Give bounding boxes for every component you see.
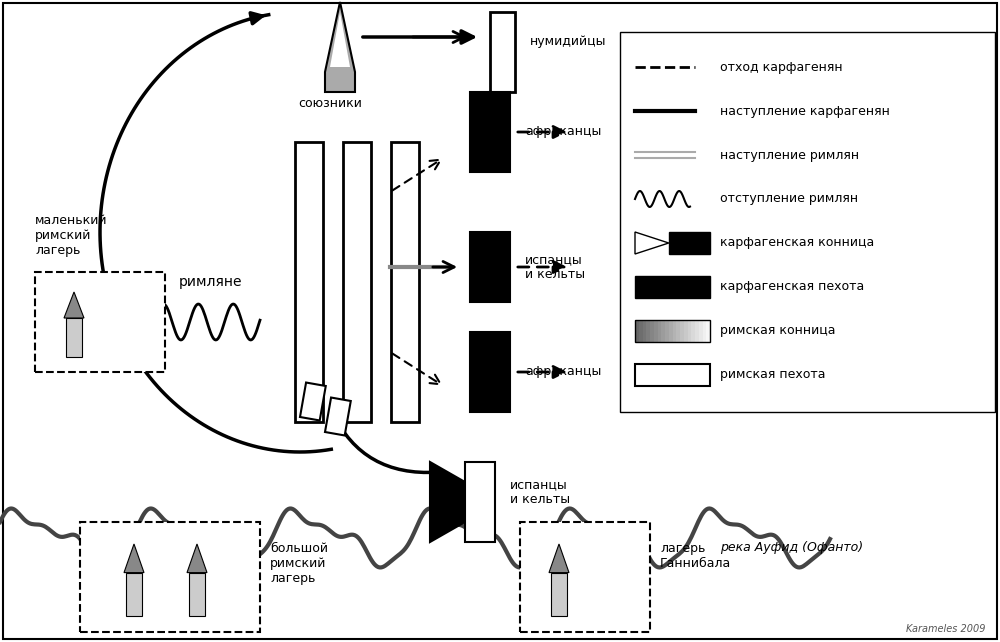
Bar <box>658 320 662 342</box>
Bar <box>470 92 510 172</box>
Text: наступление карфагенян: наступление карфагенян <box>720 105 890 117</box>
Bar <box>620 32 995 412</box>
Bar <box>688 320 692 342</box>
Text: испанцы
и кельты: испанцы и кельты <box>510 478 570 506</box>
Polygon shape <box>635 232 669 254</box>
Text: большой
римский
лагерь: большой римский лагерь <box>270 542 328 585</box>
Bar <box>343 142 371 422</box>
Bar <box>551 573 567 616</box>
Bar <box>520 522 650 632</box>
Bar <box>654 320 658 342</box>
Polygon shape <box>549 544 569 573</box>
Bar <box>706 320 710 342</box>
Bar <box>470 232 510 302</box>
Bar <box>80 522 260 632</box>
Polygon shape <box>64 292 84 318</box>
Bar <box>702 320 707 342</box>
Bar <box>665 320 669 342</box>
Bar <box>465 462 495 542</box>
Text: отступление римлян: отступление римлян <box>720 193 858 205</box>
Bar <box>669 232 710 254</box>
Text: лагерь
Ганнибала: лагерь Ганнибала <box>660 542 731 570</box>
Text: отход карфагенян: отход карфагенян <box>720 60 843 73</box>
Text: африканцы: африканцы <box>525 365 601 379</box>
Bar <box>676 320 680 342</box>
Text: Karameles 2009: Karameles 2009 <box>906 624 985 634</box>
Text: наступление римлян: наступление римлян <box>720 148 859 162</box>
Bar <box>66 318 82 357</box>
Bar <box>639 320 643 342</box>
Text: карфагенская пехота: карфагенская пехота <box>720 281 864 293</box>
Bar <box>672 320 677 342</box>
Bar <box>391 142 419 422</box>
Text: испанцы
и кельты: испанцы и кельты <box>525 253 585 281</box>
Bar <box>695 320 699 342</box>
Text: африканцы: африканцы <box>525 125 601 139</box>
Bar <box>661 320 666 342</box>
Bar <box>691 320 696 342</box>
Polygon shape <box>187 544 207 573</box>
Text: нумидийцы: нумидийцы <box>530 35 606 49</box>
Bar <box>189 573 205 616</box>
Bar <box>699 320 703 342</box>
Text: маленький
римский
лагерь: маленький римский лагерь <box>35 214 108 257</box>
Bar <box>650 320 654 342</box>
Bar <box>295 142 323 422</box>
Text: карфагенская конница: карфагенская конница <box>720 236 874 250</box>
Bar <box>642 320 647 342</box>
Polygon shape <box>430 462 465 542</box>
Polygon shape <box>124 544 144 573</box>
Bar <box>680 320 684 342</box>
Bar <box>669 320 673 342</box>
Polygon shape <box>325 2 355 92</box>
Polygon shape <box>330 12 350 67</box>
Bar <box>490 12 515 92</box>
Bar <box>635 320 710 342</box>
Bar <box>325 397 351 435</box>
Bar <box>635 320 639 342</box>
Text: римская конница: римская конница <box>720 324 836 338</box>
Text: союзники: союзники <box>298 97 362 110</box>
Bar <box>646 320 650 342</box>
Bar <box>126 573 142 616</box>
Text: римляне: римляне <box>178 275 242 289</box>
Text: река Ауфид (Офанто): река Ауфид (Офанто) <box>720 541 863 553</box>
Text: римская пехота: римская пехота <box>720 369 826 381</box>
Bar <box>635 364 710 386</box>
Bar <box>300 383 326 421</box>
Bar <box>684 320 688 342</box>
Bar <box>470 332 510 412</box>
Bar <box>635 276 710 298</box>
Bar <box>35 272 165 372</box>
